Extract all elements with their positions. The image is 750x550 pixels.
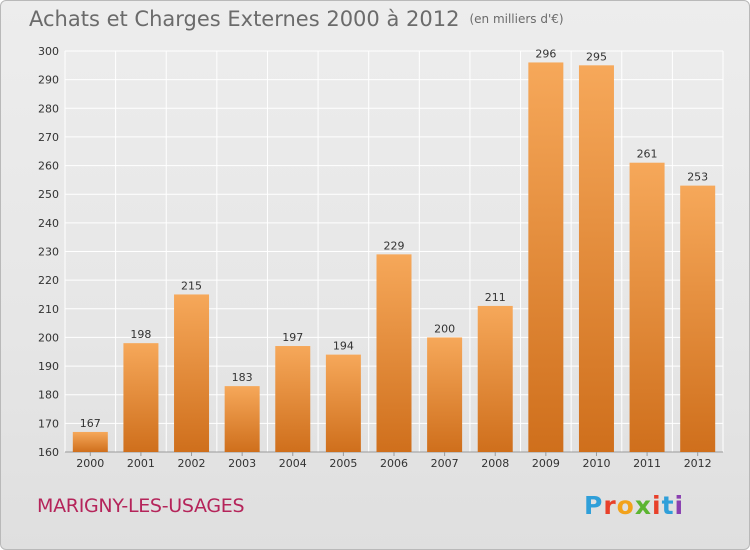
x-tick-label-2009: 2009 bbox=[532, 457, 560, 470]
value-label-2008: 211 bbox=[485, 291, 506, 304]
y-tick-label: 240 bbox=[38, 217, 59, 230]
logo-letter: i bbox=[674, 491, 685, 520]
x-tick-label-2002: 2002 bbox=[178, 457, 206, 470]
value-label-2009: 296 bbox=[535, 47, 556, 60]
y-tick-label: 230 bbox=[38, 246, 59, 259]
x-tick-label-2008: 2008 bbox=[481, 457, 509, 470]
value-label-2005: 194 bbox=[333, 340, 354, 353]
value-label-2000: 167 bbox=[80, 417, 101, 430]
value-label-2003: 183 bbox=[232, 371, 253, 384]
bar-2009 bbox=[528, 62, 564, 452]
value-label-2001: 198 bbox=[130, 328, 151, 341]
bar-2008 bbox=[477, 305, 513, 452]
value-label-2012: 253 bbox=[687, 171, 708, 184]
bar-2011 bbox=[629, 162, 665, 452]
value-label-2006: 229 bbox=[384, 239, 405, 252]
bar-2003 bbox=[224, 386, 260, 452]
y-tick-label: 200 bbox=[38, 331, 59, 344]
y-tick-label: 270 bbox=[38, 131, 59, 144]
chart-title: Achats et Charges Externes 2000 à 2012 (e… bbox=[29, 7, 564, 31]
y-tick-label: 300 bbox=[38, 45, 59, 58]
chart-subtitle: (en milliers d'€) bbox=[469, 12, 564, 26]
bar-2007 bbox=[427, 337, 463, 452]
logo-letter: x bbox=[634, 491, 652, 520]
logo-letter: P bbox=[584, 491, 604, 520]
bar-2010 bbox=[578, 65, 614, 453]
value-label-2004: 197 bbox=[282, 331, 303, 344]
logo-letter: r bbox=[603, 491, 617, 520]
bar-2001 bbox=[123, 343, 159, 452]
bar-2004 bbox=[275, 346, 311, 452]
logo-letter: i bbox=[652, 491, 662, 520]
bar-layer: 167 198 215 183 197 194 229 200 211 296 295 261 253 bbox=[72, 47, 716, 453]
logo-letter: o bbox=[616, 491, 635, 520]
bar-2002 bbox=[174, 294, 210, 452]
y-tick-label: 160 bbox=[38, 446, 59, 459]
logo-letter: t bbox=[661, 491, 675, 520]
x-tick-label-2001: 2001 bbox=[127, 457, 155, 470]
bar-2012 bbox=[680, 185, 716, 452]
proxiti-logo: Proxiti bbox=[584, 491, 684, 520]
bar-2006 bbox=[376, 254, 412, 452]
value-label-2010: 295 bbox=[586, 50, 607, 63]
x-tick-label-2006: 2006 bbox=[380, 457, 408, 470]
y-tick-label: 190 bbox=[38, 360, 59, 373]
y-tick-label: 210 bbox=[38, 303, 59, 316]
bar-2005 bbox=[325, 354, 361, 452]
x-tick-label-2011: 2011 bbox=[633, 457, 661, 470]
x-tick-label-2003: 2003 bbox=[228, 457, 256, 470]
axis-layer: 160 170 180 190 200 210 220 230 240 250 260 270 280 2… bbox=[38, 45, 723, 470]
value-label-2002: 215 bbox=[181, 279, 202, 292]
y-tick-label: 180 bbox=[38, 389, 59, 402]
y-tick-label: 170 bbox=[38, 417, 59, 430]
commune-name: MARIGNY-LES-USAGES bbox=[37, 495, 245, 517]
y-tick-label: 260 bbox=[38, 160, 59, 173]
x-tick-label-2000: 2000 bbox=[76, 457, 104, 470]
value-label-2007: 200 bbox=[434, 322, 455, 335]
bar-2000 bbox=[72, 431, 108, 452]
y-tick-label: 250 bbox=[38, 188, 59, 201]
y-tick-label: 290 bbox=[38, 74, 59, 87]
y-tick-label: 220 bbox=[38, 274, 59, 287]
x-tick-label-2007: 2007 bbox=[431, 457, 459, 470]
x-tick-label-2004: 2004 bbox=[279, 457, 307, 470]
x-tick-label-2005: 2005 bbox=[329, 457, 357, 470]
x-tick-label-2010: 2010 bbox=[582, 457, 610, 470]
x-tick-label-2012: 2012 bbox=[684, 457, 712, 470]
y-tick-label: 280 bbox=[38, 102, 59, 115]
value-label-2011: 261 bbox=[637, 148, 658, 161]
